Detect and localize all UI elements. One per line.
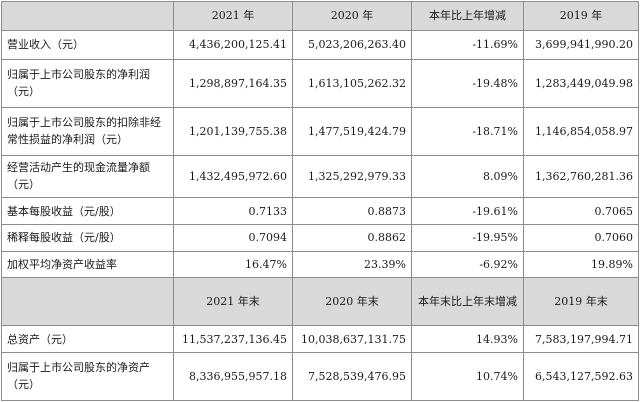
value-2020: 0.8862	[292, 223, 412, 252]
value-2021: 0.7133	[173, 197, 293, 225]
value-2020: 23.39%	[292, 250, 412, 279]
value-change: 14.93%	[411, 325, 524, 353]
table-row: 稀释每股收益（元/股） 0.7094 0.8862 -19.95% 0.7060	[1, 223, 639, 252]
value-2021: 1,298,897,164.35	[173, 58, 293, 108]
value-2021: 8,336,955,957.18	[173, 351, 293, 402]
value-change: 8.09%	[411, 154, 524, 199]
table-row: 归属于上市公司股东的扣除非经常性损益的净利润（元） 1,201,139,755.…	[1, 106, 639, 156]
value-2020: 1,613,105,262.32	[292, 58, 412, 108]
value-change: -19.61%	[411, 197, 524, 225]
value-change: -6.92%	[411, 250, 524, 279]
row-label: 归属于上市公司股东的净资产（元）	[1, 351, 174, 402]
header-corner-cell	[1, 1, 174, 31]
header-2020-end: 2020 年末	[292, 277, 412, 327]
value-change: -19.95%	[411, 223, 524, 252]
header-2019-end: 2019 年末	[523, 277, 639, 327]
value-change: -11.69%	[411, 29, 524, 60]
value-2021: 16.47%	[173, 250, 293, 279]
value-2019: 1,146,854,058.97	[523, 106, 639, 156]
value-2019: 6,543,127,592.63	[523, 351, 639, 402]
value-2021: 11,537,237,136.45	[173, 325, 293, 353]
value-2019: 19.89%	[523, 250, 639, 279]
header-row-year-end: 2021 年末 2020 年末 本年末比上年末增减 2019 年末	[1, 277, 639, 327]
value-2019: 3,699,941,990.20	[523, 29, 639, 60]
row-label: 归属于上市公司股东的净利润（元）	[1, 58, 174, 108]
table-row: 归属于上市公司股东的净资产（元） 8,336,955,957.18 7,528,…	[1, 351, 639, 402]
header-change: 本年比上年增减	[411, 1, 524, 31]
table-row: 经营活动产生的现金流量净额（元） 1,432,495,972.60 1,325,…	[1, 154, 639, 199]
table-row: 基本每股收益（元/股） 0.7133 0.8873 -19.61% 0.7065	[1, 197, 639, 225]
header-2021-end: 2021 年末	[173, 277, 293, 327]
row-label: 经营活动产生的现金流量净额（元）	[1, 154, 174, 199]
value-change: -19.48%	[411, 58, 524, 108]
value-2020: 0.8873	[292, 197, 412, 225]
value-2020: 10,038,637,131.75	[292, 325, 412, 353]
row-label: 总资产（元）	[1, 325, 174, 353]
table-row: 归属于上市公司股东的净利润（元） 1,298,897,164.35 1,613,…	[1, 58, 639, 108]
value-2019: 0.7065	[523, 197, 639, 225]
value-2019: 7,583,197,994.71	[523, 325, 639, 353]
table-row: 总资产（元） 11,537,237,136.45 10,038,637,131.…	[1, 325, 639, 353]
row-label: 稀释每股收益（元/股）	[1, 223, 174, 252]
row-label: 加权平均净资产收益率	[1, 250, 174, 279]
header-2020: 2020 年	[292, 1, 412, 31]
table-row: 营业收入（元） 4,436,200,125.41 5,023,206,263.4…	[1, 29, 639, 60]
value-change: -18.71%	[411, 106, 524, 156]
header-row-annual: 2021 年 2020 年 本年比上年增减 2019 年	[1, 1, 639, 31]
value-2021: 1,432,495,972.60	[173, 154, 293, 199]
header-corner-cell	[1, 277, 174, 327]
value-change: 10.74%	[411, 351, 524, 402]
row-label: 营业收入（元）	[1, 29, 174, 60]
header-2019: 2019 年	[523, 1, 639, 31]
value-2020: 1,325,292,979.33	[292, 154, 412, 199]
row-label: 归属于上市公司股东的扣除非经常性损益的净利润（元）	[1, 106, 174, 156]
value-2020: 1,477,519,424.79	[292, 106, 412, 156]
value-2019: 1,283,449,049.98	[523, 58, 639, 108]
value-2020: 7,528,539,476.95	[292, 351, 412, 402]
header-2021: 2021 年	[173, 1, 293, 31]
table-row: 加权平均净资产收益率 16.47% 23.39% -6.92% 19.89%	[1, 250, 639, 279]
value-2019: 1,362,760,281.36	[523, 154, 639, 199]
value-2021: 1,201,139,755.38	[173, 106, 293, 156]
row-label: 基本每股收益（元/股）	[1, 197, 174, 225]
value-2019: 0.7060	[523, 223, 639, 252]
value-2021: 4,436,200,125.41	[173, 29, 293, 60]
value-2020: 5,023,206,263.40	[292, 29, 412, 60]
value-2021: 0.7094	[173, 223, 293, 252]
header-change-end: 本年末比上年末增减	[411, 277, 524, 327]
